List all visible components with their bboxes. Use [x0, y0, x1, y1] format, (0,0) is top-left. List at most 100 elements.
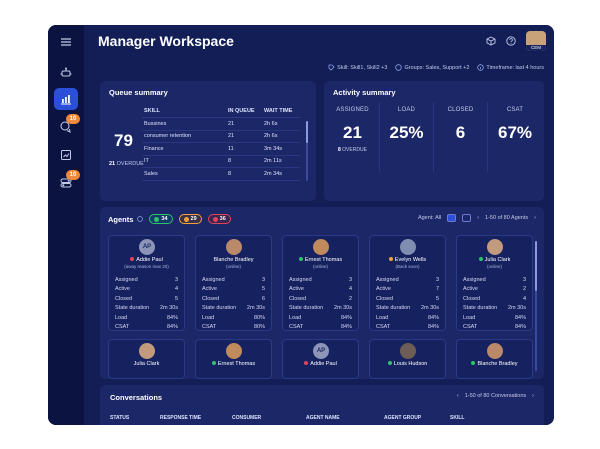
col-status[interactable]: STATUS	[110, 415, 130, 421]
stat-row: Closed 5	[376, 295, 439, 302]
status-dot	[387, 361, 392, 365]
agent-status: (away reason max 20)	[124, 264, 169, 269]
agent-card[interactable]: Ernest Thomas	[195, 339, 272, 379]
avatar	[400, 239, 416, 255]
agent-card[interactable]: Ernest Thomas (online) Assigned 3 Active 4 Clo…	[282, 235, 359, 331]
agent-card[interactable]: Blanche Bradley	[456, 339, 533, 379]
col-skill[interactable]: SKILL	[144, 107, 160, 114]
agent-card[interactable]: Evelyn Wells (Back soon) Assigned 3 Active 7 C…	[369, 235, 446, 331]
back-soon-pill[interactable]: 29	[178, 214, 202, 224]
col-wait-time[interactable]: WAIT TIME	[264, 107, 293, 114]
next-page-icon[interactable]: ›	[534, 215, 536, 221]
stat-row: Load 84%	[376, 314, 439, 321]
agent-name: Evelyn Wells	[370, 257, 445, 263]
user-avatar[interactable]: CEM	[526, 31, 546, 51]
table-row[interactable]: consumer retention 21 2h 6s	[142, 131, 300, 143]
agents-scrollbar[interactable]	[535, 241, 537, 371]
robot-icon[interactable]	[54, 61, 78, 83]
list-view-toggle[interactable]	[462, 214, 472, 222]
away-pill[interactable]: 36	[207, 214, 231, 224]
queue-table-header: SKILL IN QUEUE WAIT TIME	[142, 104, 300, 118]
agent-name: Julia Clark	[133, 361, 160, 367]
stat-row: Closed 5	[115, 295, 178, 302]
agent-filter[interactable]: Agent: All	[417, 215, 442, 221]
chart-icon[interactable]	[54, 88, 78, 110]
agent-card[interactable]: Blanche Bradley (online) Assigned 3 Active 5 C…	[195, 235, 272, 331]
activity-summary-title: Activity summary	[333, 88, 396, 97]
top-icons: CEM	[486, 31, 546, 51]
app-window: 10 10 Manager Workspace CEM Skill: Skill…	[48, 25, 554, 425]
agent-card[interactable]: AP Addie Paul (away reason max 20) Assigned…	[108, 235, 185, 331]
stat-row: CSAT 84%	[115, 324, 178, 331]
page-title: Manager Workspace	[98, 33, 234, 49]
info-icon	[477, 64, 485, 71]
conversations-pagination: 1-50 of 80 Conversations	[464, 393, 527, 399]
agent-card[interactable]: Julia Clark (online) Assigned 3 Active 2 Close…	[456, 235, 533, 331]
skill-filter[interactable]: Skill: Skill1, Skill2 +3	[328, 64, 387, 71]
table-row[interactable]: IT 8 2m 11s	[142, 156, 300, 168]
stat-row: Load 80%	[202, 314, 265, 321]
avatar-tag: CEM	[526, 45, 546, 51]
stat-row: CSAT 84%	[463, 324, 526, 331]
queue-overdue: 21 OVERDUE	[109, 161, 144, 167]
stat-row: Closed 2	[289, 295, 352, 302]
stat-row: State duration 2m 30s	[289, 305, 352, 312]
stat-row: Assigned 3	[376, 276, 439, 283]
status-dot	[478, 257, 483, 261]
menu-icon[interactable]	[54, 31, 78, 53]
toggle-icon[interactable]	[54, 172, 78, 194]
col-agent-group[interactable]: AGENT GROUP	[384, 415, 422, 421]
agent-card[interactable]: AP Addie Paul	[282, 339, 359, 379]
table-row[interactable]: Bussines 21 2h 6s	[142, 118, 300, 131]
agent-card[interactable]: Louis Hudson	[369, 339, 446, 379]
online-pill[interactable]: 34	[149, 214, 173, 224]
agent-status: (online)	[312, 264, 328, 269]
status-dot	[211, 361, 216, 365]
cube-icon[interactable]	[486, 36, 496, 46]
agent-status: (online)	[225, 264, 241, 269]
help-icon[interactable]	[506, 36, 516, 46]
agent-status: (Back soon)	[395, 264, 420, 269]
timeframe-filter[interactable]: Timeframe: last 4 hours	[477, 64, 544, 71]
table-row[interactable]: Sales 8 2m 34s	[142, 168, 300, 181]
col-response-time[interactable]: RESPONSE TIME	[160, 415, 202, 421]
agent-status: (online)	[486, 264, 502, 269]
table-row[interactable]: Finance 11 3m 34s	[142, 143, 300, 156]
stat-row: Closed 4	[463, 295, 526, 302]
stat-row: Active 7	[376, 286, 439, 293]
report-icon[interactable]	[54, 144, 78, 166]
prev-page-icon[interactable]: ‹	[477, 215, 480, 221]
col-skill[interactable]: SKILL	[450, 415, 465, 421]
toggle-badge: 10	[66, 170, 80, 180]
stat-row: Assigned 3	[115, 276, 178, 283]
col-consumer[interactable]: CONSUMER	[232, 415, 262, 421]
stat-row: State duration 2m 30s	[376, 305, 439, 312]
grid-view-toggle[interactable]	[447, 214, 457, 222]
agent-name: Addie Paul	[283, 361, 358, 367]
groups-filter[interactable]: Groups: Sales, Support +2	[395, 64, 469, 71]
agent-name: Ernest Thomas	[196, 361, 271, 367]
metric-csat: CSAT 67%	[497, 107, 533, 142]
stat-row: Active 2	[463, 286, 526, 293]
agent-name: Ernest Thomas	[283, 257, 358, 263]
chat-badge: 10	[66, 114, 80, 124]
stat-row: Active 4	[115, 286, 178, 293]
avatar	[400, 343, 416, 359]
stat-row: State duration 2m 30s	[463, 305, 526, 312]
conversations-tools: ‹ 1-50 of 80 Conversations ›	[457, 393, 534, 399]
queue-scrollbar[interactable]	[306, 121, 308, 181]
agents-pagination: 1-50 of 80 Agents	[485, 215, 529, 221]
metric-closed: CLOSED 6	[434, 102, 488, 172]
col-in-queue[interactable]: IN QUEUE	[228, 107, 255, 114]
timeframe-filter-label: Timeframe: last 4 hours	[486, 64, 544, 71]
prev-page-icon[interactable]: ‹	[456, 393, 459, 399]
col-agent-name[interactable]: AGENT NAME	[306, 415, 340, 421]
skill-filter-label: Skill: Skill1, Skill2 +3	[337, 64, 388, 71]
metric-load: LOAD 25%	[380, 102, 434, 172]
stat-row: State duration 2m 30s	[115, 305, 178, 312]
agent-card[interactable]: Julia Clark	[108, 339, 185, 379]
next-page-icon[interactable]: ›	[532, 393, 534, 399]
chat-icon[interactable]	[54, 116, 78, 138]
agent-stats: Assigned 3 Active 4 Closed 2 State duration 2m …	[289, 275, 352, 332]
agent-stats: Assigned 3 Active 7 Closed 5 State duration 2m …	[376, 275, 439, 332]
